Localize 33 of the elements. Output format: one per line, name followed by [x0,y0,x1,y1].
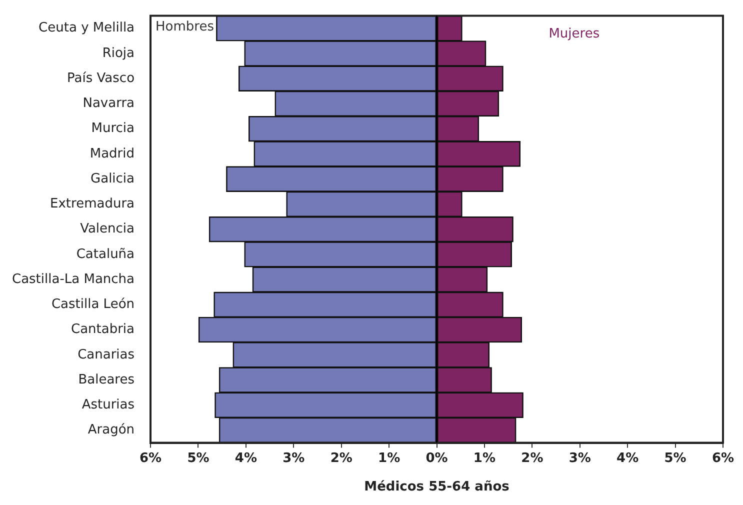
x-tick-label: 5% [187,450,210,466]
y-tick-label: Murcia [91,121,135,136]
y-tick-label: Extremadura [50,196,135,212]
y-tick-label: Madrid [90,146,135,162]
x-tick-label: 0% [426,450,448,466]
x-tick-label: 2% [521,450,544,466]
x-tick-label: 4% [234,450,257,466]
x-tick-label: 1% [473,450,496,466]
y-tick-label: Castilla León [51,297,135,312]
x-tick-label: 2% [330,450,352,466]
y-tick-label: Castilla-La Mancha [12,272,135,287]
y-tick-label: Aragón [88,422,135,438]
text: Mujeres [548,26,600,42]
x-axis-title: Médicos 55-64 años [364,480,510,495]
y-tick-label: País Vasco [67,70,135,86]
y-tick-label: Rioja [102,46,135,61]
y-tick-label: Asturias [82,398,135,412]
y-tick-label: Cataluña [76,246,135,262]
x-tick-label: 6% [139,450,162,466]
y-tick-label: Ceuta y Melilla [38,20,135,36]
x-tick-label: 1% [378,450,400,466]
x-tick-label: 4% [616,450,639,466]
x-tick-label: 3% [568,450,591,466]
y-tick-label: Navarra [82,96,135,112]
y-tick-label: Valencia [80,222,135,237]
y-tick-label: Baleares [78,372,135,388]
x-tick-label: 6% [712,450,734,466]
y-tick-label: Galicia [90,171,135,186]
y-tick-label: Canarias [78,347,135,362]
series-label: Hombres [156,20,214,35]
x-tick-label: 3% [282,450,305,466]
x-tick-label: 5% [664,450,686,466]
y-tick-label: Cantabria [70,322,135,338]
